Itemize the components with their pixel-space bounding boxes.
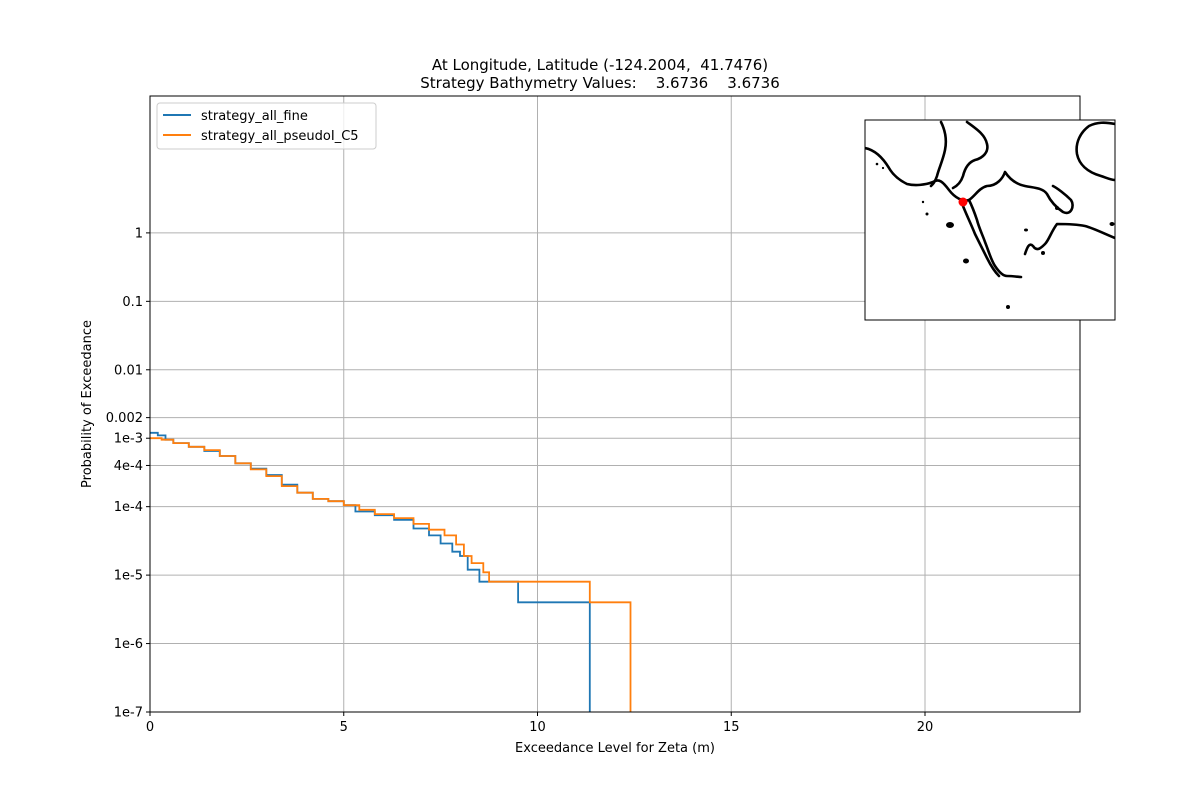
y-tick-label-9: 1e-7 bbox=[114, 706, 143, 721]
legend-label-strategy-all-fine: strategy_all_fine bbox=[201, 109, 308, 124]
coastline-river bbox=[865, 146, 1074, 215]
x-tick-label-2: 10 bbox=[529, 720, 546, 735]
series-line-0 bbox=[150, 431, 591, 712]
y-tick-label-1: 0.1 bbox=[122, 295, 143, 310]
island-c bbox=[1006, 305, 1010, 309]
island-j bbox=[875, 162, 879, 166]
x-tick-label-0: 0 bbox=[146, 720, 154, 735]
chart-subtitle: Strategy Bathymetry Values: 3.6736 3.673… bbox=[420, 74, 780, 92]
y-tick-label-3: 0.002 bbox=[106, 411, 143, 426]
x-tick-label-3: 15 bbox=[723, 720, 740, 735]
legend-label-strategy-all-pseudoI-C5: strategy_all_pseudoI_C5 bbox=[201, 129, 359, 144]
coastline-harbor bbox=[1023, 222, 1115, 256]
x-axis-ticks: 0 5 10 15 20 bbox=[146, 712, 933, 735]
coastline-lagoon bbox=[1075, 121, 1115, 182]
inset-map bbox=[864, 119, 1116, 321]
island-k bbox=[881, 166, 885, 170]
x-axis-label: Exceedance Level for Zeta (m) bbox=[515, 741, 715, 756]
island-d bbox=[925, 212, 929, 216]
legend-box bbox=[156, 102, 377, 150]
island-g bbox=[1024, 228, 1028, 232]
y-tick-label-4: 1e-3 bbox=[114, 432, 143, 447]
legend: strategy_all_fine strategy_all_pseudoI_C… bbox=[156, 102, 377, 150]
location-marker bbox=[958, 197, 968, 207]
plot-frame bbox=[149, 95, 1081, 713]
island-f bbox=[1055, 206, 1059, 210]
coastline-spit bbox=[967, 198, 1023, 279]
y-axis-label: Probability of Exceedance bbox=[80, 320, 95, 488]
coastline-islands bbox=[875, 162, 1115, 309]
island-e bbox=[921, 200, 925, 204]
y-tick-label-5: 4e-4 bbox=[114, 459, 143, 474]
y-axis-ticks: 1 0.1 0.01 0.002 1e-3 4e-4 1e-4 1e-5 1e-6 1e-7 bbox=[106, 226, 150, 721]
island-i bbox=[1109, 222, 1115, 226]
island-b bbox=[963, 258, 969, 264]
coastline-creek-b bbox=[951, 120, 989, 190]
series-layer bbox=[150, 431, 632, 712]
y-tick-label-0: 1 bbox=[135, 226, 143, 241]
y-tick-label-6: 1e-4 bbox=[114, 500, 143, 515]
island-a bbox=[946, 222, 954, 228]
coastline-creek-a bbox=[929, 120, 948, 188]
coastline-inner-spit bbox=[961, 204, 1001, 278]
coastline bbox=[865, 120, 1115, 279]
inset-map-frame bbox=[864, 119, 1116, 321]
island-h bbox=[1041, 251, 1045, 255]
series-line-1 bbox=[150, 437, 632, 712]
chart-title: At Longitude, Latitude (-124.2004, 41.74… bbox=[431, 56, 769, 74]
x-tick-label-1: 5 bbox=[340, 720, 348, 735]
y-tick-label-8: 1e-6 bbox=[114, 637, 143, 652]
x-tick-label-4: 20 bbox=[917, 720, 934, 735]
y-tick-label-2: 0.01 bbox=[114, 363, 143, 378]
y-tick-label-7: 1e-5 bbox=[114, 569, 143, 584]
